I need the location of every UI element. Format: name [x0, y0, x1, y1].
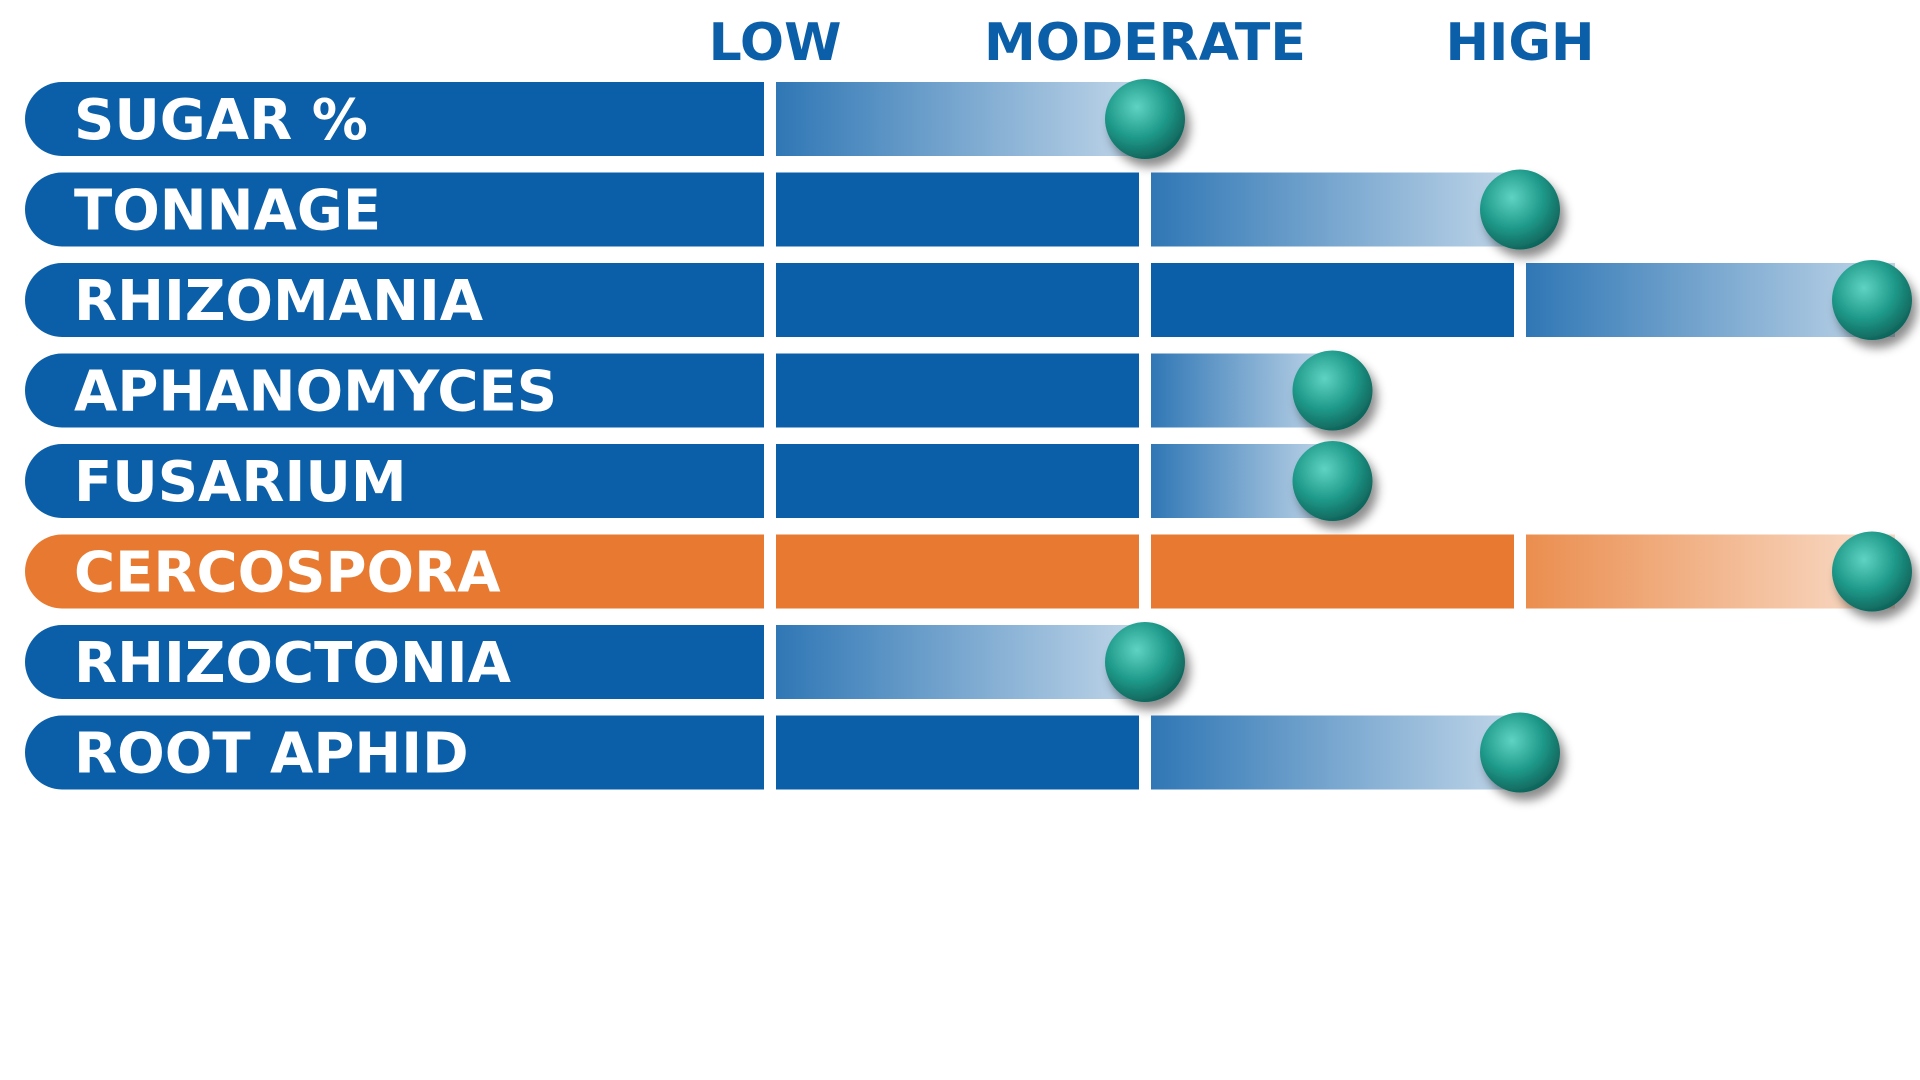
trait-label: TONNAGE	[74, 179, 381, 244]
rating-marker	[1105, 622, 1185, 702]
trait-label: SUGAR %	[74, 88, 368, 153]
trait-label-segment-fill	[690, 444, 764, 518]
rating-segment-low	[776, 625, 1145, 699]
level-label-low: LOW	[709, 13, 842, 73]
trait-label-segment	[25, 263, 764, 337]
rating-marker	[1832, 260, 1912, 340]
trait-label-segment	[25, 353, 764, 428]
level-label-moderate: MODERATE	[984, 13, 1306, 73]
trait-label: ROOT APHID	[74, 722, 469, 787]
rating-segment-moderate	[1151, 534, 1514, 609]
trait-label: RHIZOMANIA	[74, 269, 484, 334]
trait-label-segment-fill	[690, 172, 764, 247]
trait-row-fusarium: FUSARIUM	[25, 441, 1373, 521]
trait-label: APHANOMYCES	[74, 360, 557, 425]
trait-row-tonnage: TONNAGE	[25, 169, 1560, 250]
trait-label-segment	[25, 172, 764, 247]
trait-label-segment-fill	[690, 715, 764, 790]
trait-row-root-aphid: ROOT APHID	[25, 712, 1560, 793]
rating-segment-low	[776, 534, 1139, 609]
trait-label-segment-fill	[690, 82, 764, 156]
rating-segment-low	[776, 82, 1145, 156]
trait-label-segment	[25, 715, 764, 790]
rating-segment-low	[776, 353, 1139, 428]
rating-marker	[1105, 79, 1185, 159]
trait-label-segment	[25, 534, 764, 609]
trait-row-rhizoctonia: RHIZOCTONIA	[25, 622, 1185, 702]
rating-marker	[1480, 712, 1560, 793]
rating-marker	[1292, 441, 1373, 521]
level-labels: LOW MODERATE HIGH	[709, 13, 1595, 73]
trait-label: FUSARIUM	[74, 450, 407, 515]
trait-label-segment-fill	[690, 263, 764, 337]
rating-segment-low	[776, 172, 1139, 247]
trait-label-segment	[25, 625, 764, 699]
trait-label: CERCOSPORA	[74, 541, 501, 606]
rating-segment-low	[776, 444, 1139, 518]
trait-row-rhizomania: RHIZOMANIA	[25, 260, 1912, 340]
trait-label-segment-fill	[690, 534, 764, 609]
trait-row-sugar: SUGAR %	[25, 79, 1185, 159]
rating-marker	[1832, 531, 1912, 612]
rating-marker	[1292, 350, 1373, 431]
rating-segment-moderate	[1151, 172, 1520, 247]
rating-marker	[1480, 169, 1560, 250]
trait-label-segment-fill	[690, 625, 764, 699]
rating-segment-low	[776, 263, 1139, 337]
trait-label-segment	[25, 82, 764, 156]
trait-label-segment	[25, 444, 764, 518]
trait-row-cercospora: CERCOSPORA	[25, 531, 1912, 612]
trait-row-aphanomyces: APHANOMYCES	[25, 350, 1373, 431]
rating-segment-moderate	[1151, 715, 1520, 790]
rating-segment-low	[776, 715, 1139, 790]
trait-label-segment-fill	[690, 353, 764, 428]
trait-rows: SUGAR % TONNAGE RHIZOMANIA APHANOMYCES FUSAR…	[25, 79, 1912, 793]
level-label-high: HIGH	[1445, 13, 1594, 73]
trait-label: RHIZOCTONIA	[74, 631, 512, 696]
rating-segment-moderate	[1151, 263, 1514, 337]
